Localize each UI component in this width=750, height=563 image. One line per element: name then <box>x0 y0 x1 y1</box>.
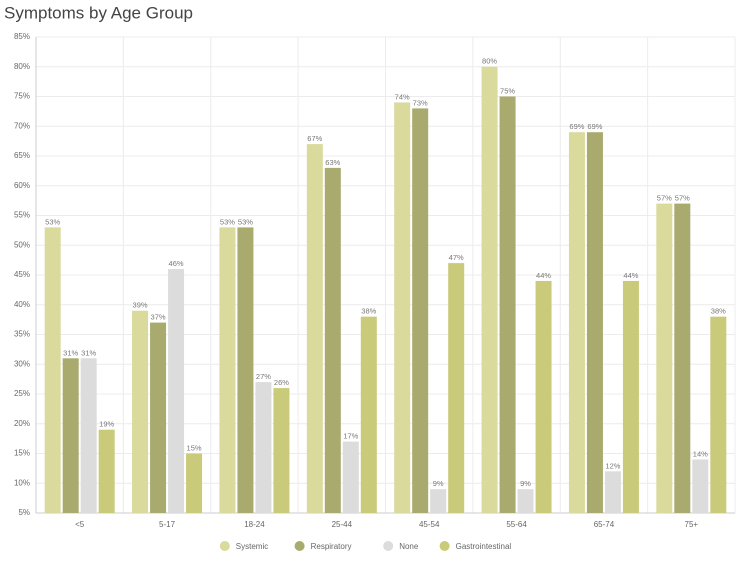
y-tick-label: 50% <box>14 240 30 249</box>
legend-swatch <box>439 541 450 551</box>
y-tick-label: 65% <box>14 151 30 160</box>
value-label: 74% <box>395 92 410 101</box>
bar <box>692 459 709 513</box>
value-label: 53% <box>45 217 60 226</box>
value-label: 80% <box>482 57 497 66</box>
bar <box>62 358 79 513</box>
bar <box>168 269 185 513</box>
bar <box>535 280 552 513</box>
value-label: 67% <box>307 134 322 143</box>
bar <box>622 280 639 513</box>
chart-title: Symptoms by Age Group <box>4 3 193 22</box>
y-tick-label: 25% <box>14 389 30 398</box>
value-label: 53% <box>238 217 253 226</box>
bar <box>568 132 585 513</box>
bar <box>237 227 254 513</box>
value-label: 9% <box>520 479 531 488</box>
bar <box>342 441 359 513</box>
x-tick-label: 5-17 <box>159 520 176 529</box>
value-label: 9% <box>433 479 444 488</box>
y-tick-label: 5% <box>18 508 30 517</box>
bar <box>394 102 411 513</box>
value-label: 73% <box>413 98 428 107</box>
y-tick-label: 40% <box>14 300 30 309</box>
bar <box>273 388 290 513</box>
y-tick-label: 35% <box>14 330 30 339</box>
y-tick-label: 60% <box>14 181 30 190</box>
bar <box>586 132 603 513</box>
bar <box>255 382 272 513</box>
x-tick-label: <5 <box>75 520 85 529</box>
x-tick-label: 25-44 <box>332 520 353 529</box>
bar <box>499 96 516 513</box>
value-label: 57% <box>657 194 672 203</box>
y-tick-label: 55% <box>14 211 30 220</box>
legend-label: None <box>399 542 419 551</box>
value-label: 47% <box>449 253 464 262</box>
bar <box>604 471 621 513</box>
value-label: 44% <box>536 271 551 280</box>
bar <box>186 453 203 513</box>
bar <box>430 489 447 513</box>
legend-label: Respiratory <box>311 542 352 551</box>
value-label: 75% <box>500 86 515 95</box>
legend-label: Gastrointestinal <box>456 542 512 551</box>
value-label: 15% <box>187 443 202 452</box>
bar <box>219 227 236 513</box>
value-label: 44% <box>623 271 638 280</box>
bar <box>710 316 727 513</box>
value-label: 39% <box>133 301 148 310</box>
bar <box>448 263 465 513</box>
legend-swatch <box>219 541 230 551</box>
x-tick-label: 65-74 <box>594 520 615 529</box>
bar <box>517 489 534 513</box>
legend-label: Systemic <box>236 542 268 551</box>
bar <box>80 358 97 513</box>
y-tick-label: 10% <box>14 478 30 487</box>
value-label: 38% <box>361 307 376 316</box>
bar <box>481 66 498 513</box>
bar <box>306 144 323 513</box>
value-label: 12% <box>605 461 620 470</box>
x-tick-label: 45-54 <box>419 520 440 529</box>
value-label: 31% <box>81 348 96 357</box>
value-label: 63% <box>325 158 340 167</box>
x-tick-label: 18-24 <box>244 520 265 529</box>
value-label: 46% <box>169 259 184 268</box>
bar <box>412 108 429 514</box>
legend-swatch <box>383 541 394 551</box>
y-tick-label: 45% <box>14 270 30 279</box>
value-label: 38% <box>711 307 726 316</box>
bar <box>674 203 691 513</box>
bar <box>324 167 341 513</box>
y-tick-label: 30% <box>14 359 30 368</box>
y-tick-label: 15% <box>14 449 30 458</box>
value-label: 17% <box>343 432 358 441</box>
value-label: 19% <box>99 420 114 429</box>
bar <box>150 322 167 513</box>
value-label: 69% <box>569 122 584 131</box>
value-label: 37% <box>151 313 166 322</box>
x-tick-label: 55-64 <box>506 520 527 529</box>
value-label: 26% <box>274 378 289 387</box>
bar <box>44 227 61 513</box>
value-label: 31% <box>63 348 78 357</box>
y-tick-label: 75% <box>14 92 30 101</box>
y-tick-label: 85% <box>14 32 30 41</box>
bar <box>360 316 377 513</box>
y-tick-label: 80% <box>14 62 30 71</box>
value-label: 14% <box>693 449 708 458</box>
x-tick-label: 75+ <box>685 520 699 529</box>
value-label: 69% <box>587 122 602 131</box>
bar <box>98 429 115 513</box>
y-tick-label: 20% <box>14 419 30 428</box>
value-label: 53% <box>220 217 235 226</box>
bar <box>132 310 149 513</box>
value-label: 57% <box>675 194 690 203</box>
value-label: 27% <box>256 372 271 381</box>
legend-swatch <box>294 541 305 551</box>
bar <box>656 203 673 513</box>
y-tick-label: 70% <box>14 121 30 130</box>
